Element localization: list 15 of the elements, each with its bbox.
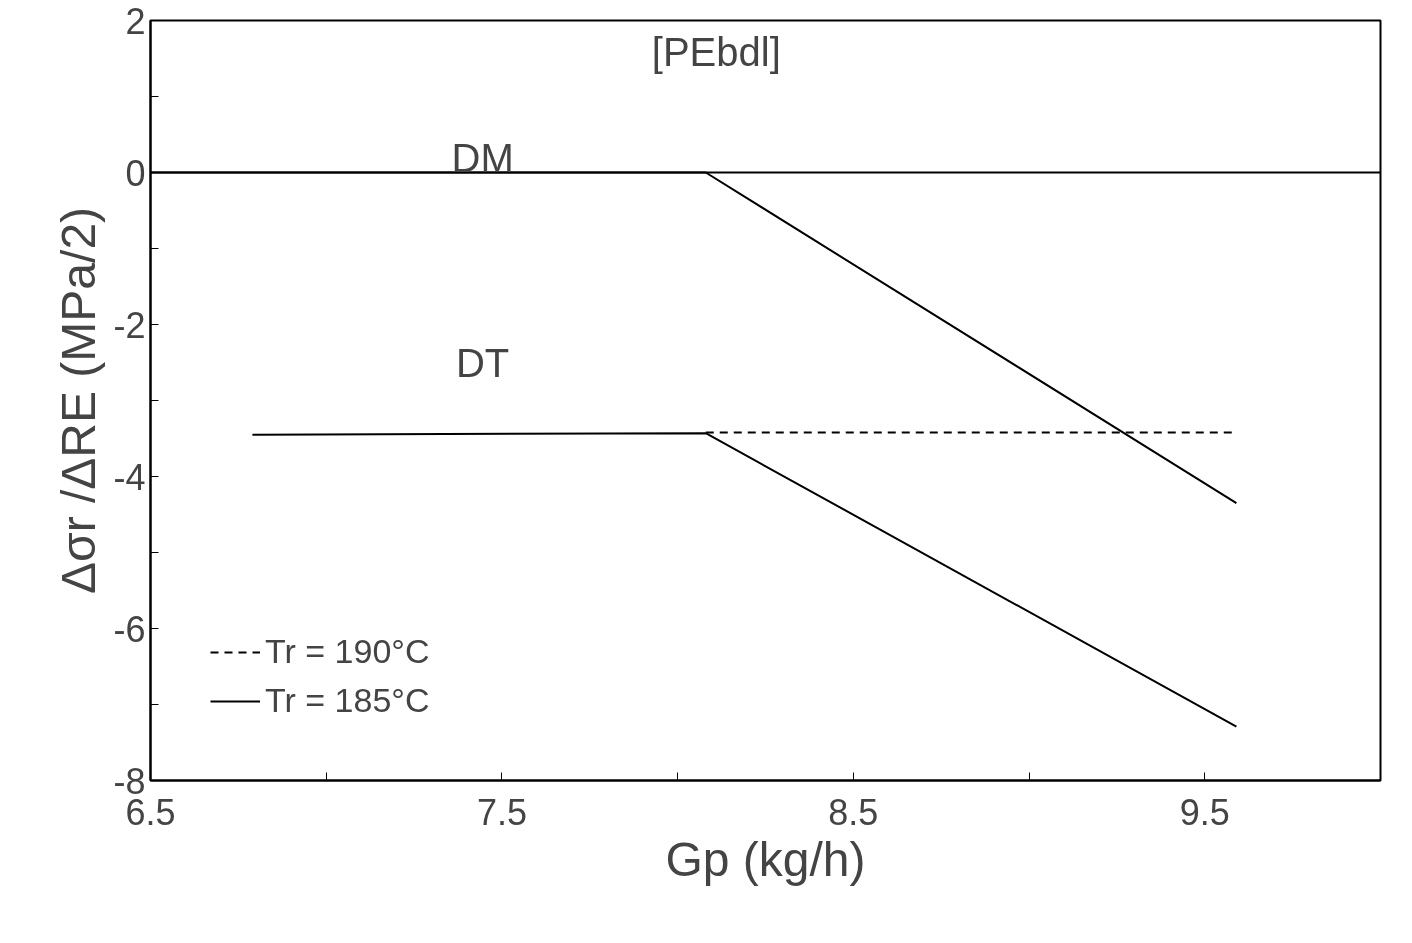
x-tick-label: 8.5 [828, 791, 879, 833]
legend-label: Tr = 190°C [265, 632, 430, 671]
x-tick-label: 9.5 [1179, 791, 1230, 833]
y-tick-label: -2 [113, 304, 146, 346]
annotation: [PEbdl] [651, 29, 781, 74]
y-tick-label: 2 [125, 0, 146, 42]
x-tick-label: 7.5 [476, 791, 527, 833]
y-tick-label: -4 [113, 456, 146, 498]
annotation: DM [451, 136, 514, 181]
annotation: DT [455, 341, 510, 386]
legend-label: Tr = 185°C [265, 681, 430, 720]
y-tick-label: 0 [125, 152, 146, 194]
x-axis-title: Gp (kg/h) [665, 832, 866, 886]
y-axis-title: Δσr /ΔRE (MPa/2) [52, 206, 106, 595]
y-tick-label: -6 [113, 608, 146, 650]
